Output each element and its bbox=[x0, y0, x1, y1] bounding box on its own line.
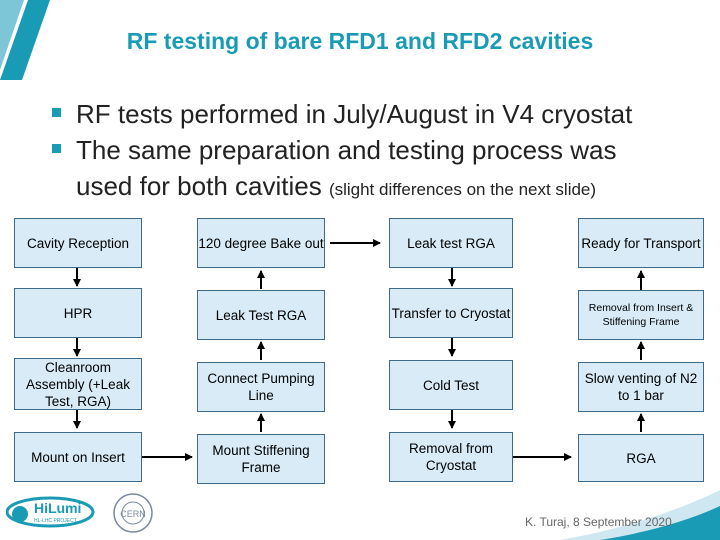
svg-text:HL-LHC PROJECT: HL-LHC PROJECT bbox=[34, 518, 77, 524]
corner-decoration bbox=[0, 0, 60, 80]
flow-box-ready-for-transport: Ready for Transport bbox=[578, 218, 704, 268]
flow-box-bake-out: 120 degree Bake out bbox=[197, 218, 325, 268]
slide-title: RF testing of bare RFD1 and RFD2 cavitie… bbox=[126, 28, 594, 54]
flow-box-transfer-to-cryostat: Transfer to Cryostat bbox=[389, 288, 513, 338]
hilumi-logo: HiLumi HL-LHC PROJECT bbox=[5, 494, 102, 530]
flow-box-leak-test-rga: Leak Test RGA bbox=[197, 290, 325, 340]
flow-box-mount-on-insert: Mount on Insert bbox=[14, 432, 142, 482]
flow-box-rga: RGA bbox=[578, 434, 704, 482]
flow-box-removal-from-insert: Removal from Insert & Stiffening Frame bbox=[578, 290, 704, 340]
footer-swoosh bbox=[560, 490, 720, 540]
flow-box-hpr: HPR bbox=[14, 288, 142, 338]
bullet-text: RF tests performed in July/August in V4 … bbox=[76, 99, 633, 129]
cern-logo: CERN bbox=[112, 492, 154, 534]
footer-text: K. Turaj, 8 September 2020 bbox=[525, 515, 672, 529]
flow-box-connect-pumping-line: Connect Pumping Line bbox=[197, 362, 325, 412]
bullet-marker bbox=[52, 144, 61, 153]
flow-box-leak-test-rga-2: Leak test RGA bbox=[389, 218, 513, 268]
bullet-item: The same preparation and testing process… bbox=[52, 132, 692, 208]
flow-box-cavity-reception: Cavity Reception bbox=[14, 218, 142, 268]
bullet-text: The same preparation and testing process… bbox=[76, 135, 617, 165]
flow-box-slow-venting: Slow venting of N2 to 1 bar bbox=[578, 362, 704, 412]
svg-text:CERN: CERN bbox=[120, 509, 146, 519]
flow-box-cleanroom-assembly: Cleanroom Assembly (+Leak Test, RGA) bbox=[14, 358, 142, 410]
bullet-item: RF tests performed in July/August in V4 … bbox=[52, 96, 692, 132]
bullet-marker bbox=[52, 108, 61, 117]
bullet-note: (slight differences on the next slide) bbox=[328, 180, 597, 199]
flow-box-mount-stiffening-frame: Mount Stiffening Frame bbox=[197, 434, 325, 484]
bullet-list: RF tests performed in July/August in V4 … bbox=[52, 96, 692, 208]
svg-text:HiLumi: HiLumi bbox=[34, 500, 81, 516]
bullet-continuation: used for both cavities bbox=[76, 171, 322, 201]
flow-box-cold-test: Cold Test bbox=[389, 360, 513, 410]
page-number: 2 bbox=[705, 514, 712, 528]
flow-box-removal-from-cryostat: Removal from Cryostat bbox=[389, 432, 513, 482]
